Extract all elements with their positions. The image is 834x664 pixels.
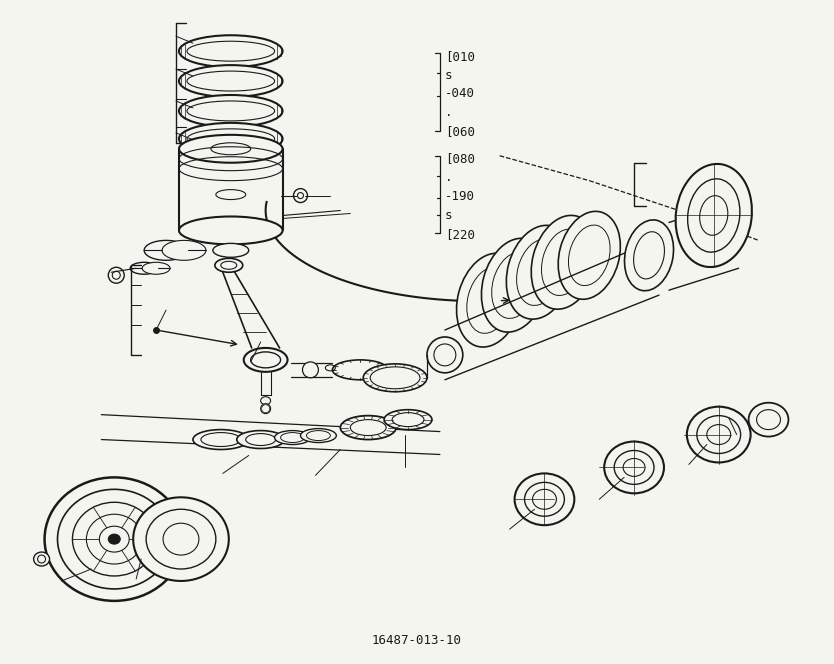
Ellipse shape [179,135,283,163]
Ellipse shape [244,348,288,372]
Ellipse shape [604,442,664,493]
Ellipse shape [163,523,199,555]
Text: s: s [445,68,452,82]
Ellipse shape [261,396,270,404]
Ellipse shape [531,215,597,309]
Circle shape [261,404,270,414]
Ellipse shape [187,41,274,61]
Ellipse shape [246,434,275,446]
Ellipse shape [364,364,427,392]
Text: [010: [010 [445,50,475,62]
Ellipse shape [434,344,456,366]
Text: .: . [445,106,452,120]
Ellipse shape [251,352,280,368]
Ellipse shape [506,225,573,319]
Ellipse shape [187,71,274,91]
Ellipse shape [33,552,49,566]
Text: [220: [220 [445,228,475,241]
Ellipse shape [237,430,284,448]
Ellipse shape [144,240,188,260]
Text: .: . [445,171,452,184]
Ellipse shape [700,196,728,235]
Ellipse shape [193,430,249,450]
Ellipse shape [179,123,283,155]
Ellipse shape [73,502,156,576]
Ellipse shape [541,229,587,295]
Ellipse shape [525,482,565,516]
Ellipse shape [350,420,386,436]
Ellipse shape [427,337,463,373]
Ellipse shape [392,412,424,426]
Ellipse shape [133,497,229,581]
Text: [080: [080 [445,152,475,165]
Ellipse shape [333,360,388,380]
Ellipse shape [146,509,216,569]
Ellipse shape [58,489,171,589]
Ellipse shape [676,164,752,267]
Ellipse shape [300,428,336,442]
Ellipse shape [187,129,274,149]
Ellipse shape [38,555,46,563]
Ellipse shape [340,416,396,440]
Ellipse shape [187,101,274,121]
Ellipse shape [201,432,241,446]
Ellipse shape [614,450,654,484]
Ellipse shape [569,225,610,286]
Ellipse shape [515,473,575,525]
Text: [060: [060 [445,125,475,138]
Ellipse shape [634,232,665,279]
Ellipse shape [481,238,548,332]
Ellipse shape [99,526,129,552]
Ellipse shape [179,35,283,67]
Ellipse shape [87,514,142,564]
Text: s: s [445,209,452,222]
Ellipse shape [697,416,741,454]
Ellipse shape [467,267,513,333]
Text: -040: -040 [445,88,475,100]
Ellipse shape [558,211,620,299]
Ellipse shape [756,410,781,430]
Ellipse shape [213,244,249,258]
Ellipse shape [456,253,523,347]
Ellipse shape [142,262,170,274]
Ellipse shape [179,65,283,97]
Ellipse shape [215,258,243,272]
Ellipse shape [370,367,420,388]
Ellipse shape [44,477,184,601]
Ellipse shape [130,262,158,274]
Ellipse shape [179,216,283,244]
Ellipse shape [749,402,788,436]
Ellipse shape [384,410,432,430]
Ellipse shape [706,424,731,444]
Ellipse shape [516,239,562,305]
Ellipse shape [533,489,556,509]
Ellipse shape [280,432,304,442]
Ellipse shape [108,534,120,544]
Ellipse shape [623,458,645,476]
Ellipse shape [303,362,319,378]
Ellipse shape [162,240,206,260]
Ellipse shape [306,430,330,440]
Ellipse shape [687,406,751,462]
Ellipse shape [625,220,674,291]
Ellipse shape [274,430,310,444]
Text: 16487-013-10: 16487-013-10 [372,634,462,647]
Ellipse shape [492,252,537,319]
Ellipse shape [179,95,283,127]
Ellipse shape [687,179,740,252]
Text: -190: -190 [445,190,475,203]
